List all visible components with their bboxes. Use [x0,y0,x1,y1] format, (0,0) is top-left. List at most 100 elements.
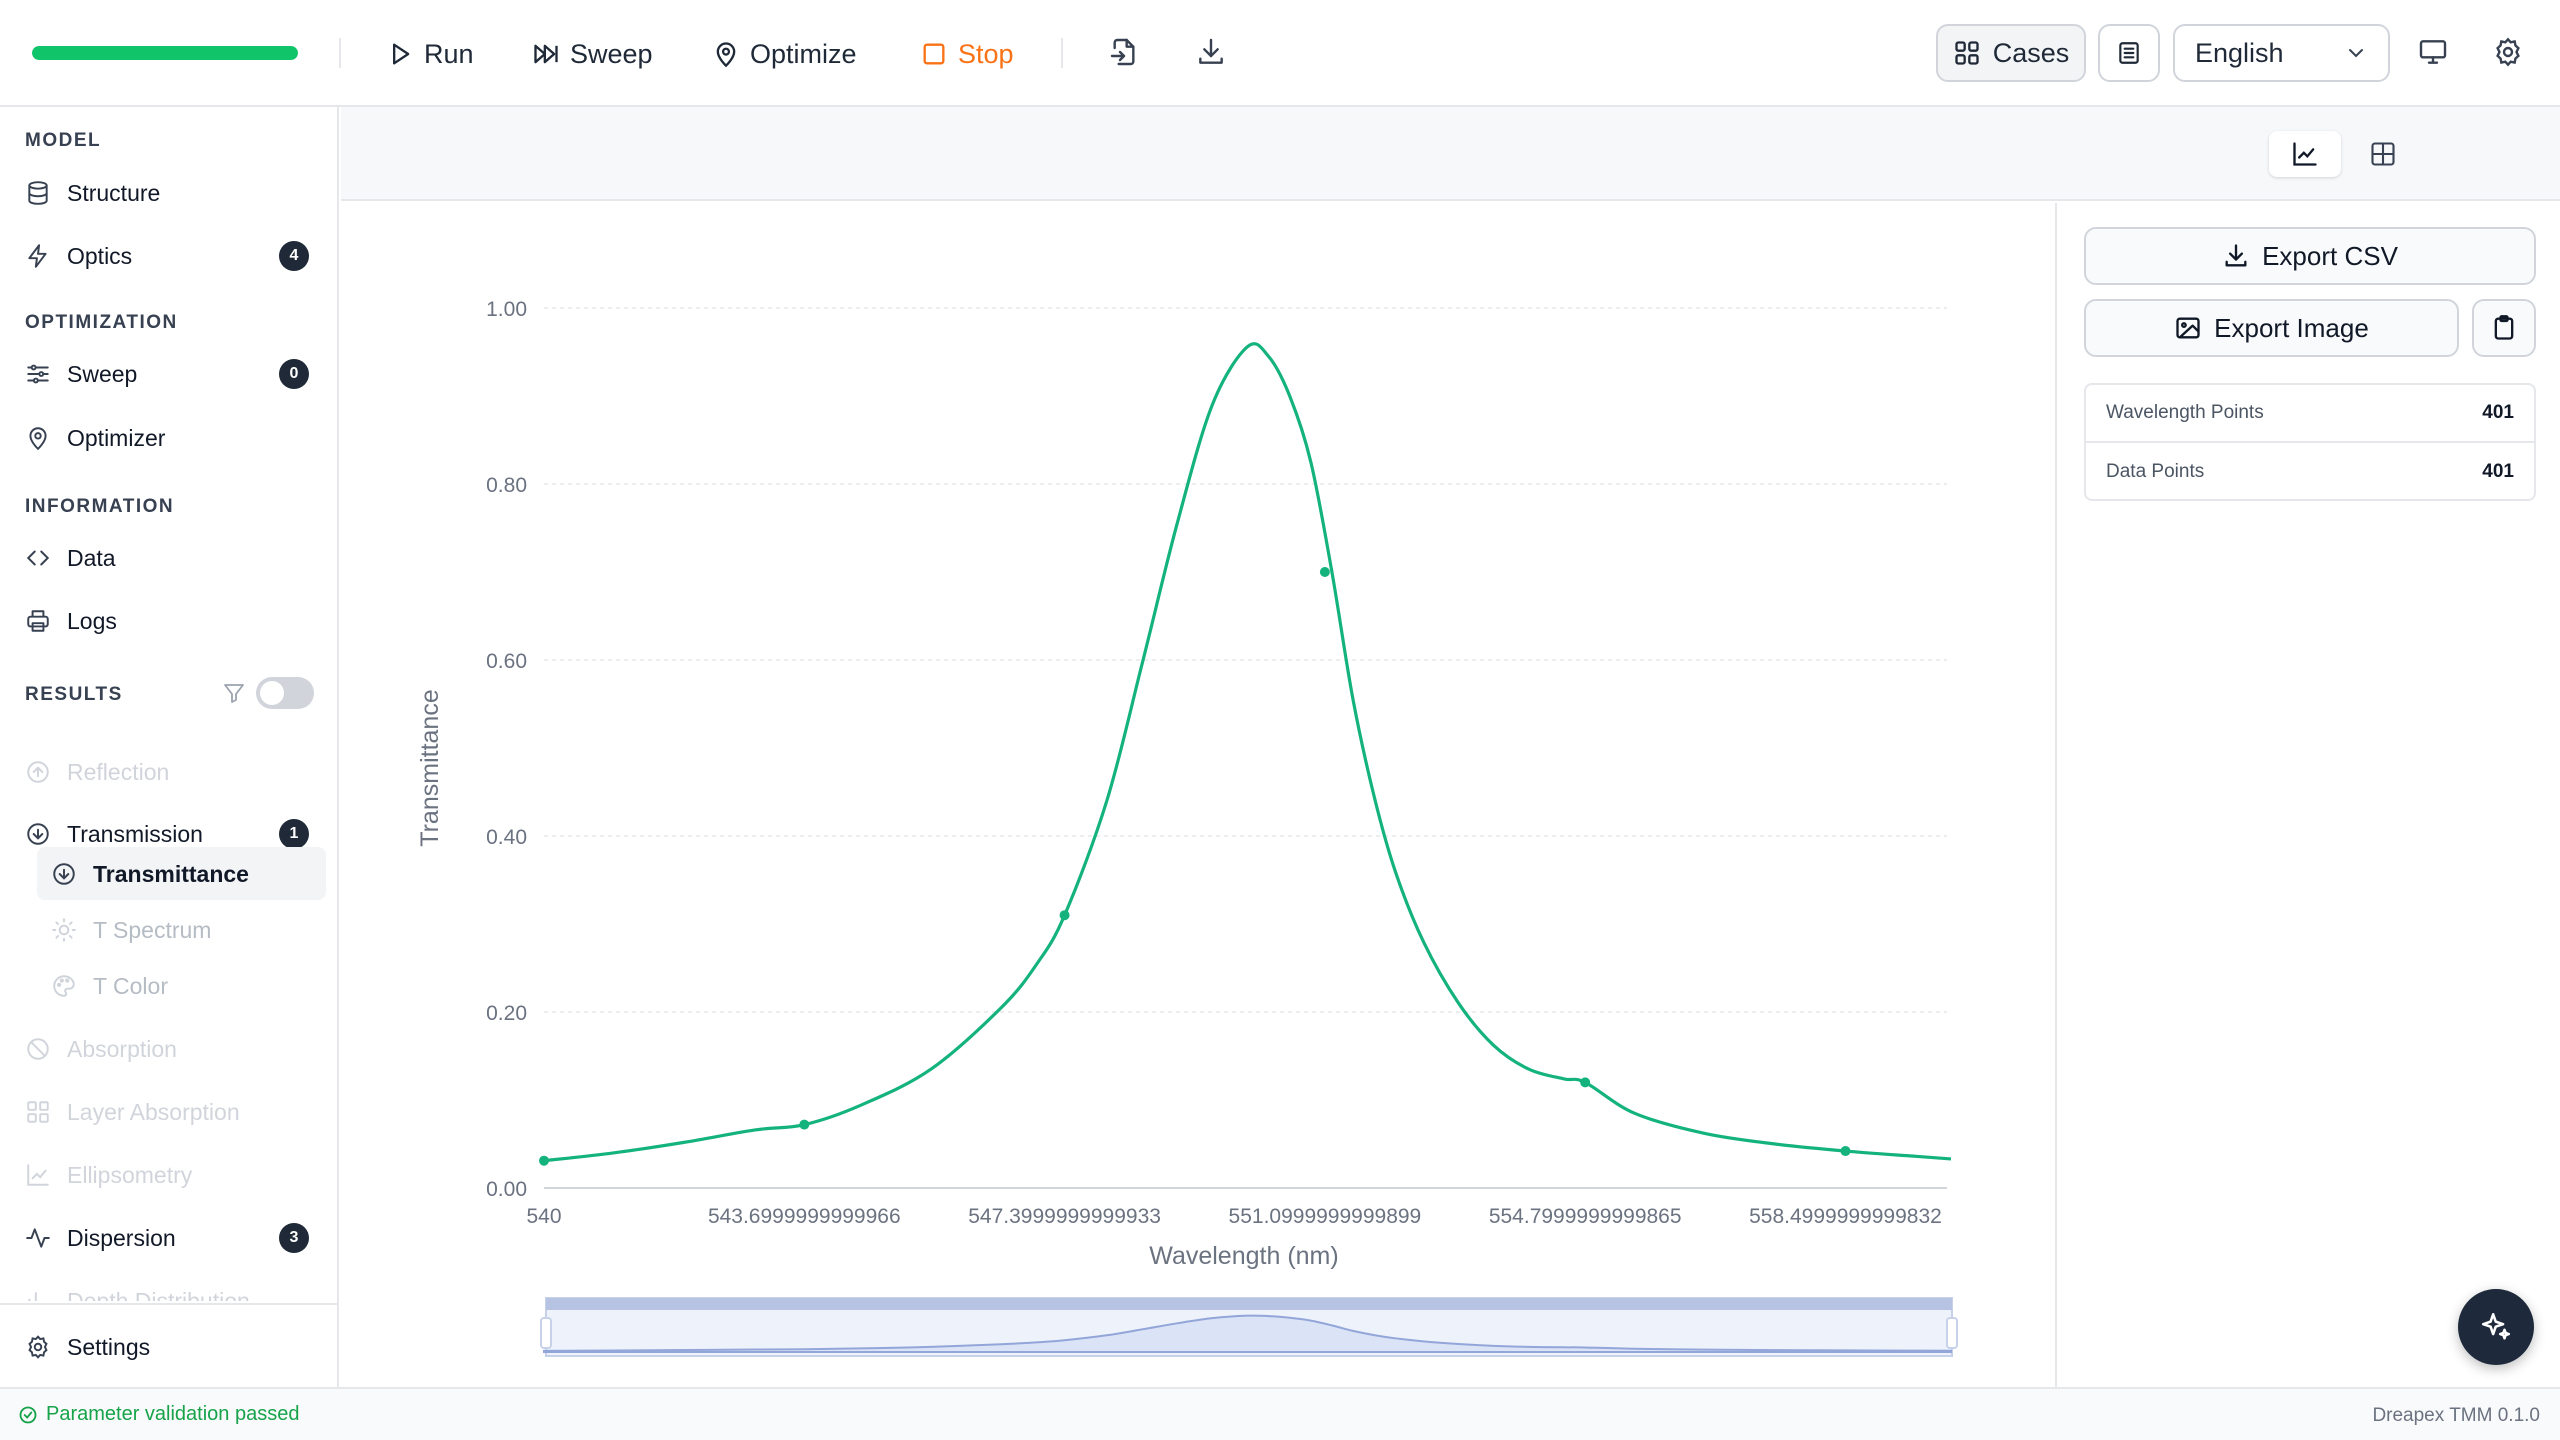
data-point-marker[interactable] [1059,910,1070,921]
sidebar-item-label: Transmission [67,820,203,847]
arrow-down-circle-icon [53,863,75,885]
sidebar-item-label: Sweep [67,360,138,387]
optimize-button[interactable]: Optimize [712,28,857,80]
stop-square-icon [923,43,945,65]
data-point-marker[interactable] [1319,567,1330,577]
import-file-button[interactable] [1108,36,1140,68]
monitor-icon [2419,40,2447,64]
arrow-down-circle-icon [27,823,49,845]
display-button[interactable] [2417,36,2449,68]
sidebar-item-transmission[interactable]: Transmission [25,814,203,854]
stat-label: Data Points [2106,461,2205,482]
x-tick-label: 554.7999999999865 [1489,1205,1682,1228]
document-icon [2119,42,2139,64]
x-tick-label: 547.3999999999933 [968,1205,1161,1228]
run-button[interactable]: Run [386,28,474,80]
sidebar-item-sweep[interactable]: Sweep [25,354,137,394]
sidebar-item-optics[interactable]: Optics [25,236,132,276]
toggle-knob [260,681,284,705]
sidebar-item-layer-absorption[interactable]: Layer Absorption [25,1092,240,1132]
sidebar-subitem-t-color[interactable]: T Color [51,966,168,1006]
chart-view-button[interactable] [2269,131,2341,177]
sidebar-item-absorption[interactable]: Absorption [25,1029,177,1069]
y-tick-label: 0.00 [486,1178,527,1201]
sidebar-item-label: Depth Distribution [67,1287,250,1302]
zoom-slider-handle-bar[interactable] [546,1298,1952,1310]
y-tick-label: 0.40 [486,826,527,849]
stop-button[interactable]: Stop [920,28,1014,80]
notes-button[interactable] [2098,24,2160,82]
y-tick-label: 0.60 [486,650,527,673]
language-select[interactable]: English [2173,24,2390,82]
filter-icon[interactable] [222,681,246,705]
ai-assistant-button[interactable] [2458,1289,2534,1365]
sidebar-item-label: Dispersion [67,1224,176,1251]
code-icon [26,550,50,566]
sidebar-subitem-t-spectrum[interactable]: T Spectrum [51,910,211,950]
data-point-marker[interactable] [539,1155,549,1166]
y-tick-label: 1.00 [486,298,527,321]
sidebar-item-label: Layer Absorption [67,1098,240,1125]
sidebar-item-label: Settings [67,1333,151,1360]
zoom-slider-right-handle[interactable] [1946,1317,1958,1349]
sidebar-item-data[interactable]: Data [25,538,116,578]
palette-icon [53,975,75,997]
image-icon [2176,317,2200,339]
validation-status: Parameter validation passed [18,1403,299,1426]
map-pin-icon [29,427,47,451]
settings-button[interactable] [2492,36,2524,68]
sidebar-item-settings[interactable]: Settings [25,1327,150,1367]
sidebar-item-reflection[interactable]: Reflection [25,752,169,792]
y-axis-label: Transmittance [416,689,444,846]
download-button[interactable] [1195,36,1227,68]
sidebar-item-label: T Color [93,972,168,999]
zoom-slider-left-handle[interactable] [540,1317,552,1349]
clipboard-icon [2494,315,2514,340]
chart-line-icon [2293,142,2317,166]
gear-icon [2496,37,2520,67]
sidebar-item-dispersion[interactable]: Dispersion [25,1218,176,1258]
zoom-slider[interactable] [540,1297,1958,1357]
count-badge: 1 [279,819,309,849]
progress-bar [32,46,298,60]
chart-area: 0.00 0.20 0.40 0.60 0.80 1.00 540 543.699999999… [341,203,2055,1387]
status-message: Parameter validation passed [46,1403,300,1425]
sidebar-subitem-transmittance[interactable]: Transmittance [51,854,249,894]
export-csv-button[interactable]: Export CSV [2084,227,2536,285]
selected-item-highlight [37,847,326,900]
top-toolbar: Run Sweep Optimize Stop Cases English [0,0,2560,107]
export-image-label: Export Image [2214,312,2369,343]
stat-row: Wavelength Points 401 [2086,385,2534,443]
x-tick-label: 551.0999999999899 [1229,1205,1422,1228]
sun-icon [52,918,76,942]
count-badge: 3 [279,1223,309,1253]
arrow-up-circle-icon [27,761,49,783]
sidebar-item-depth-distribution[interactable]: Depth Distribution [25,1281,250,1301]
skip-forward-icon [534,44,558,64]
data-point-marker[interactable] [799,1119,810,1130]
x-axis-label: Wavelength (nm) [1149,1242,1338,1270]
sidebar-item-optimizer[interactable]: Optimizer [25,418,165,458]
sweep-button[interactable]: Sweep [532,28,653,80]
data-point-marker[interactable] [1580,1077,1591,1088]
sidebar-item-label: Data [67,544,116,571]
cases-button[interactable]: Cases [1936,24,2086,82]
results-filter-toggle[interactable] [256,677,314,709]
table-icon [2371,142,2395,166]
export-image-button[interactable]: Export Image [2084,299,2459,357]
sidebar-item-label: Structure [67,179,161,206]
sidebar-item-structure[interactable]: Structure [25,173,160,213]
table-view-button[interactable] [2347,131,2419,177]
language-value: English [2195,37,2284,68]
copy-to-clipboard-button[interactable] [2472,299,2536,357]
stat-value: 401 [2482,402,2514,423]
activity-icon [26,1228,50,1248]
sidebar-item-logs[interactable]: Logs [25,601,117,641]
sidebar-item-ellipsometry[interactable]: Ellipsometry [25,1155,192,1195]
sidebar-item-label: Transmittance [93,860,249,887]
sidebar-item-label: Reflection [67,758,170,785]
data-stats: Wavelength Points 401 Data Points 401 [2084,383,2536,501]
data-point-marker[interactable] [1840,1146,1851,1157]
file-import-icon [1110,38,1135,66]
app-version: Dreapex TMM 0.1.0 [2372,1405,2540,1426]
